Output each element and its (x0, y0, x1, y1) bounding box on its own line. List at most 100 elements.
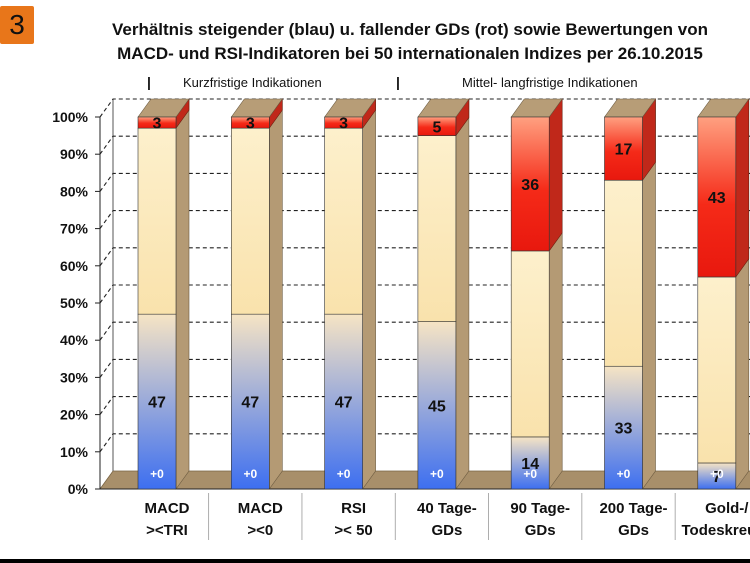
bar-base-label: +0 (430, 467, 444, 481)
bar-group: 47 3 +0 (324, 98, 377, 490)
y-tick-label: 20% (60, 407, 89, 423)
y-tick-label: 100% (52, 109, 88, 125)
y-tick-label: 10% (60, 444, 89, 460)
bar-value-blue: 47 (335, 395, 353, 412)
y-tick-label: 60% (60, 258, 89, 274)
section-label-short-term: Kurzfristige Indikationen (183, 75, 322, 90)
bar-segment-red (510, 116, 550, 252)
bar-segment-neutral (510, 250, 550, 438)
gridline (99, 135, 750, 155)
bar-segment-blue (231, 313, 270, 490)
bar-value-blue: 33 (615, 421, 633, 438)
bar-segment-red (137, 116, 177, 129)
bar-segment-red (417, 116, 457, 136)
bar-segment-neutral (697, 276, 737, 464)
y-tick-label: 90% (60, 146, 89, 162)
y-tick-label: 80% (60, 183, 89, 199)
gridline (99, 433, 750, 453)
gridline (99, 284, 750, 304)
x-tick-label: 200 Tage- (599, 500, 667, 517)
gridline (99, 172, 750, 192)
bar-value-blue: 45 (428, 398, 446, 415)
bar-value-blue: 7 (712, 469, 721, 486)
bar-segment-blue (697, 462, 737, 490)
bar-group: 14 36 +0 (510, 98, 563, 490)
bar-side-red (548, 98, 563, 252)
bar-segment-blue (137, 313, 177, 490)
bar-side (175, 98, 190, 490)
bar-side-red (735, 98, 750, 278)
bar-segment-blue (510, 436, 550, 490)
gridline (99, 98, 750, 118)
bar-segment-blue (417, 321, 457, 490)
x-tick-label: MACD (238, 500, 283, 517)
section-separator-middle: | (396, 74, 400, 90)
x-tick-label: Gold-/ (705, 500, 749, 517)
x-tick-label: GDs (525, 522, 556, 539)
y-tick-label: 50% (60, 295, 89, 311)
bar-side (455, 98, 470, 490)
bar-group: 33 17 +0 (603, 98, 657, 490)
bar-base-label: +0 (243, 467, 257, 481)
bar-segment-red (324, 116, 363, 129)
gridline (99, 358, 750, 378)
x-tick-label: 90 Tage- (510, 500, 570, 517)
x-tick-label: ><0 (247, 522, 273, 539)
gridline (99, 396, 750, 415)
bar-segment-neutral (137, 127, 177, 315)
bar-value-red: 3 (153, 116, 162, 133)
bar-value-red: 5 (432, 119, 441, 136)
bar-segment-blue (324, 313, 363, 490)
bar-base-label: +0 (523, 467, 537, 481)
bar-value-blue: 47 (148, 395, 166, 412)
bar-segment-red (697, 116, 737, 278)
y-tick-label: 40% (60, 332, 89, 348)
gridline (99, 210, 750, 229)
bar-segment-blue (604, 365, 643, 490)
bar-segment-neutral (604, 179, 643, 367)
section-separator-left: | (147, 74, 151, 90)
bar-value-red: 36 (521, 177, 539, 194)
bar-segment-neutral (324, 127, 363, 315)
y-tick-label: 0% (68, 481, 89, 497)
slide-number-badge: 3 (0, 6, 34, 44)
bar-group: 7 43 +0 (697, 98, 750, 490)
bar-segment-neutral (231, 127, 270, 315)
bar-side (268, 98, 283, 490)
bar-base-label: +0 (617, 467, 631, 481)
bar-side (362, 98, 376, 490)
bar-base-label: +0 (710, 467, 724, 481)
x-axis-labels: MACD ><TRI MACD ><0 RSI >< 50 40 Tage- GDs 90 Ta… (145, 493, 750, 540)
bar-segment-neutral (417, 135, 457, 322)
x-tick-label: Todeskreuze (682, 522, 750, 539)
bottom-rule (0, 559, 750, 563)
chart-title: Verhältnis steigender (blau) u. fallende… (60, 18, 750, 66)
y-tick-label: 30% (60, 369, 89, 385)
bar-value-red: 3 (246, 116, 255, 133)
chart-title-line-2: MACD- und RSI-Indikatoren bei 50 interna… (117, 44, 703, 63)
gridline (99, 321, 750, 341)
bar-value-red: 17 (615, 142, 633, 159)
x-tick-label: GDs (431, 522, 462, 539)
x-tick-label: MACD (145, 500, 190, 517)
x-tick-label: GDs (618, 522, 649, 539)
bar-value-blue: 14 (521, 456, 539, 473)
x-tick-label: 40 Tage- (417, 500, 477, 517)
x-tick-label: RSI (341, 500, 366, 517)
x-tick-label: >< 50 (334, 522, 372, 539)
bar-group: 47 3 +0 (137, 98, 190, 490)
bar-value-red: 43 (708, 190, 726, 207)
y-tick-label: 70% (60, 221, 89, 237)
chart-title-line-1: Verhältnis steigender (blau) u. fallende… (111, 20, 709, 39)
gridline (99, 247, 750, 267)
bar-base-label: +0 (150, 467, 164, 481)
bar-base-label: +0 (337, 467, 351, 481)
bar-segment-red (231, 116, 270, 129)
bar-value-red: 3 (339, 116, 348, 133)
section-label-long-term: Mittel- langfristige Indikationen (462, 75, 638, 90)
bar-segment-red (604, 116, 643, 181)
bar-group: 47 3 +0 (230, 98, 283, 490)
section-labels: | Kurzfristige Indikationen | Mittel- la… (147, 74, 638, 90)
